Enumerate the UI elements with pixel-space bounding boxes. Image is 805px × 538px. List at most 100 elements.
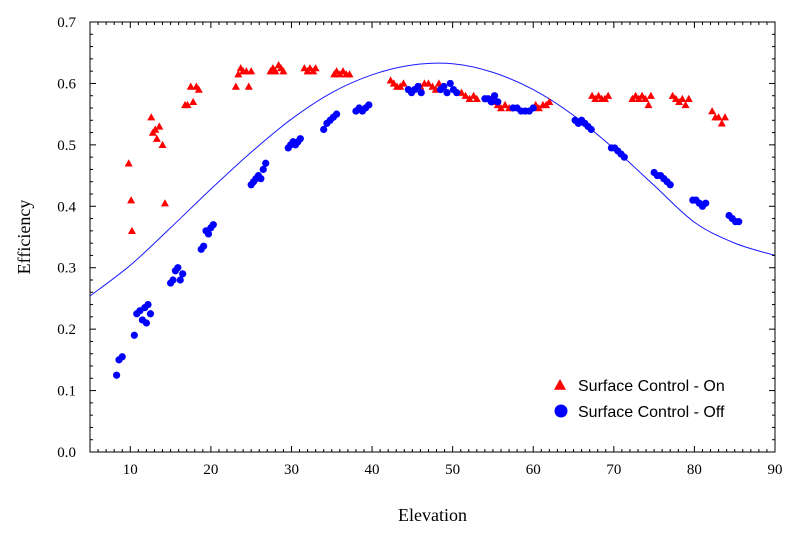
- axis-ticks-layer: [89, 21, 776, 453]
- point-surface-control-on: [151, 125, 160, 133]
- point-surface-control-off: [443, 89, 451, 97]
- point-surface-control-off: [702, 199, 710, 207]
- point-surface-control-on: [279, 67, 288, 75]
- point-surface-control-on: [186, 82, 195, 90]
- point-surface-control-off: [200, 242, 208, 250]
- point-surface-control-on: [684, 94, 693, 102]
- point-surface-control-on: [534, 104, 543, 112]
- point-surface-control-on: [189, 97, 198, 106]
- point-surface-control-on: [127, 196, 136, 204]
- point-surface-control-on: [678, 94, 687, 102]
- point-surface-control-on: [124, 159, 133, 167]
- point-surface-control-on: [708, 107, 717, 115]
- point-surface-control-on: [472, 94, 481, 102]
- point-surface-control-off: [446, 79, 454, 88]
- point-surface-control-on: [311, 64, 320, 72]
- point-surface-control-on: [545, 97, 554, 106]
- point-surface-control-on: [461, 91, 470, 99]
- x-tick-label: 40: [365, 462, 380, 478]
- point-surface-control-off: [529, 104, 537, 112]
- point-surface-control-off: [144, 300, 152, 309]
- point-surface-control-off: [620, 153, 628, 161]
- point-surface-control-on: [247, 67, 256, 75]
- point-surface-control-on: [147, 113, 156, 121]
- point-surface-control-off: [112, 371, 121, 379]
- point-surface-control-on: [271, 67, 280, 75]
- x-tick-label: 70: [606, 462, 621, 478]
- y-tick-label: 0.0: [57, 445, 76, 461]
- x-axis-title: Elevation: [398, 505, 467, 525]
- y-tick-label: 0.2: [57, 322, 76, 338]
- point-surface-control-on: [721, 113, 730, 121]
- point-surface-control-off: [666, 181, 674, 189]
- point-surface-control-on: [127, 226, 136, 235]
- point-surface-control-off: [587, 125, 595, 134]
- point-surface-control-on: [714, 113, 723, 121]
- point-surface-control-off: [735, 218, 743, 226]
- x-tick-label: 60: [526, 462, 541, 478]
- point-surface-control-on: [160, 199, 169, 207]
- point-surface-control-on: [231, 82, 240, 90]
- point-surface-control-on: [644, 100, 653, 109]
- point-surface-control-off: [296, 135, 304, 143]
- point-surface-control-off: [414, 82, 422, 91]
- point-surface-control-on: [399, 79, 408, 87]
- x-tick-label: 90: [768, 462, 783, 478]
- fit-curve: [89, 62, 776, 297]
- y-tick-label: 0.1: [57, 384, 76, 400]
- point-surface-control-off: [169, 276, 177, 284]
- point-surface-control-on: [465, 94, 474, 102]
- data-points-layer: [112, 61, 743, 379]
- point-surface-control-off: [146, 310, 155, 318]
- point-surface-control-off: [453, 89, 461, 97]
- point-surface-control-off: [209, 221, 217, 229]
- point-surface-control-on: [158, 140, 167, 149]
- point-surface-control-off: [417, 89, 425, 97]
- y-tick-label: 0.6: [57, 76, 76, 92]
- point-surface-control-on: [717, 119, 726, 127]
- point-surface-control-on: [604, 91, 613, 99]
- point-surface-control-on: [234, 70, 243, 78]
- point-surface-control-off: [440, 82, 448, 91]
- point-surface-control-off: [262, 159, 270, 167]
- point-surface-control-on: [183, 100, 192, 109]
- y-axis-title: Efficiency: [14, 200, 34, 275]
- point-surface-control-on: [345, 70, 354, 78]
- point-surface-control-off: [179, 270, 187, 278]
- fit-curve-layer: [89, 62, 776, 297]
- x-tick-label: 80: [687, 462, 702, 478]
- legend-label-surface-control-off: Surface Control - Off: [578, 404, 725, 421]
- point-surface-control-on: [501, 100, 510, 109]
- y-tick-label: 0.4: [57, 199, 76, 215]
- point-surface-control-on: [155, 122, 164, 130]
- point-surface-control-off: [259, 165, 267, 174]
- point-surface-control-off: [257, 175, 265, 183]
- y-tick-labels: 0.0 0.1 0.2 0.3 0.4 0.5 0.6 0.7: [57, 15, 76, 461]
- legend-marker-surface-control-on: [554, 379, 566, 390]
- point-surface-control-off: [174, 264, 182, 272]
- point-surface-control-off: [365, 101, 373, 109]
- point-surface-control-off: [204, 230, 213, 238]
- y-tick-label: 0.7: [57, 15, 76, 31]
- point-surface-control-off: [487, 98, 495, 106]
- plot-area-frame: [89, 21, 776, 453]
- y-tick-label: 0.3: [57, 261, 76, 277]
- x-tick-label: 50: [445, 462, 460, 478]
- x-tick-labels: 10 20 30 40 50 60 70 80 90: [123, 462, 783, 478]
- point-surface-control-off: [333, 110, 341, 118]
- point-surface-control-on: [152, 134, 161, 142]
- y-tick-label: 0.5: [57, 138, 76, 154]
- x-tick-label: 30: [284, 462, 299, 478]
- point-surface-control-off: [490, 92, 499, 100]
- point-surface-control-off: [320, 125, 328, 134]
- point-surface-control-on: [194, 85, 203, 93]
- x-tick-label: 10: [123, 462, 138, 478]
- point-surface-control-on: [424, 79, 433, 87]
- legend: Surface Control - On Surface Control - O…: [554, 378, 725, 421]
- legend-marker-surface-control-off: [554, 404, 568, 418]
- point-surface-control-on: [641, 94, 650, 102]
- point-surface-control-off: [142, 319, 151, 327]
- point-surface-control-off: [494, 98, 502, 106]
- legend-label-surface-control-on: Surface Control - On: [578, 378, 725, 395]
